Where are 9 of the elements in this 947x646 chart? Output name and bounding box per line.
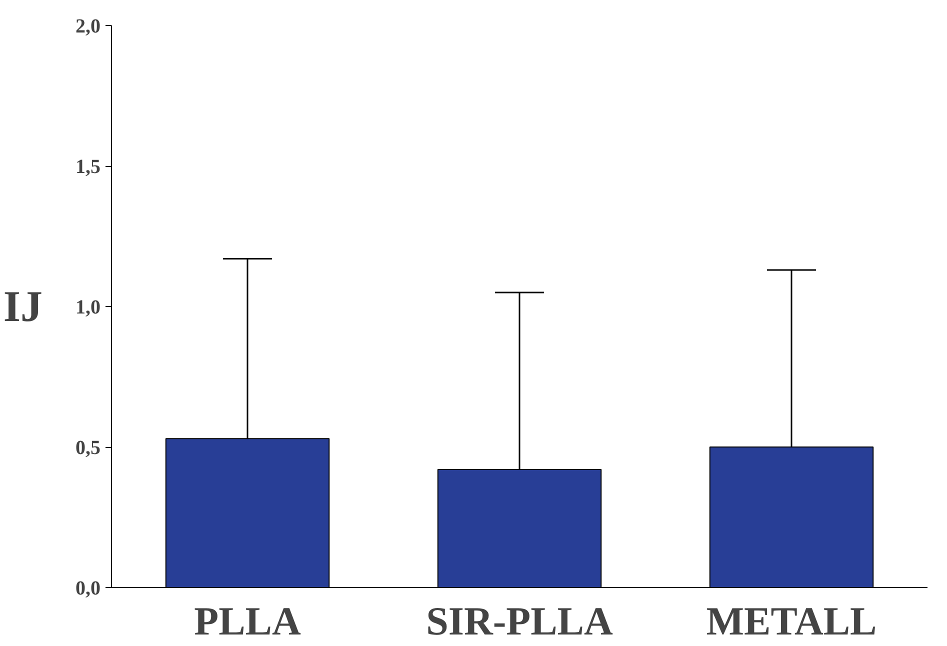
x-tick-label: METALL bbox=[706, 598, 877, 644]
y-axis-title: IJ bbox=[3, 282, 42, 331]
y-tick-label: 0,5 bbox=[76, 437, 100, 459]
x-tick-label: PLLA bbox=[194, 598, 301, 644]
y-tick-label: 0,0 bbox=[76, 578, 100, 600]
y-tick-label: 1,0 bbox=[76, 296, 100, 318]
x-tick-label: SIR-PLLA bbox=[426, 598, 613, 644]
y-tick-label: 1,5 bbox=[76, 156, 100, 178]
y-tick-label: 2,0 bbox=[76, 16, 100, 38]
